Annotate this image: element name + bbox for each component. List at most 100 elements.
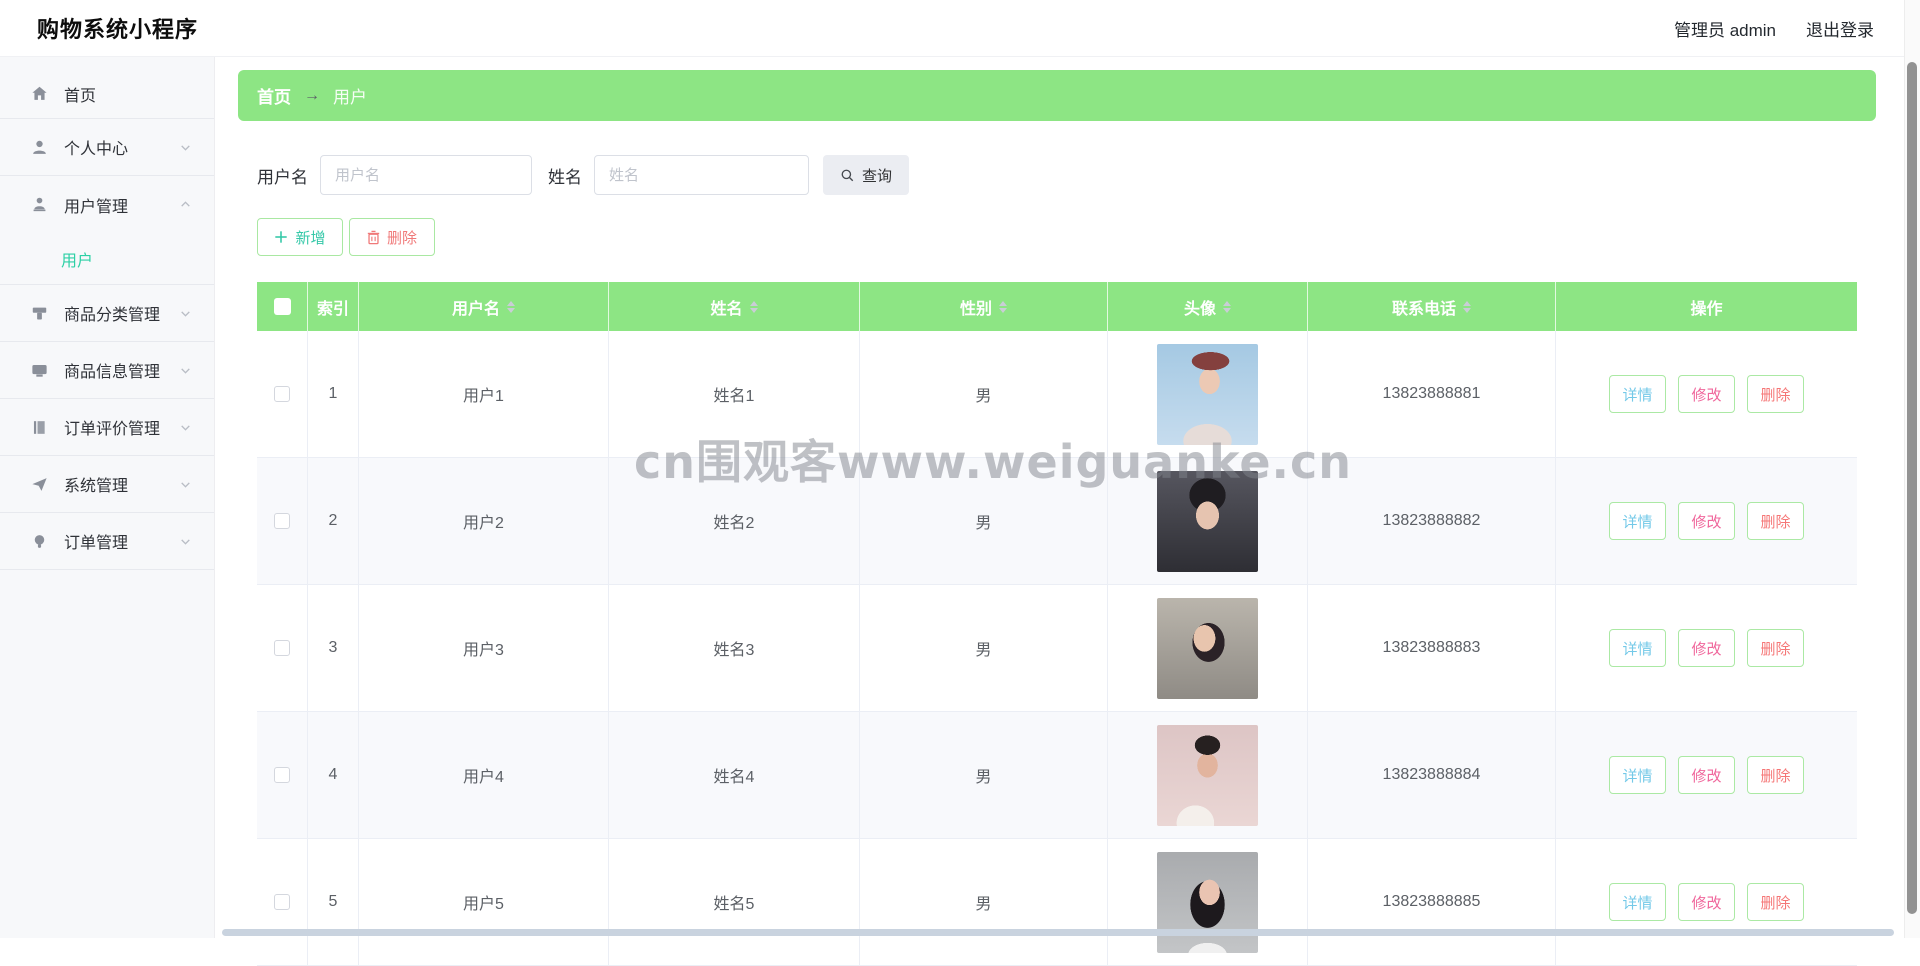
chevron-down-icon	[179, 421, 192, 434]
sidebar-item-order-management[interactable]: 订单管理	[0, 513, 214, 570]
user-icon	[30, 138, 49, 157]
breadcrumb-home[interactable]: 首页	[257, 83, 291, 108]
row-checkbox[interactable]	[274, 894, 290, 910]
name-input[interactable]	[594, 155, 809, 195]
row-checkbox[interactable]	[274, 640, 290, 656]
search-form: 用户名 姓名 查询	[257, 155, 1920, 195]
sidebar-item-order-review-management[interactable]: 订单评价管理	[0, 399, 214, 456]
header-name[interactable]: 姓名	[609, 282, 860, 331]
logout-link[interactable]: 退出登录	[1806, 16, 1874, 41]
detail-button[interactable]: 详情	[1609, 883, 1666, 921]
sort-icon	[1223, 301, 1231, 313]
sidebar-item-personal-center[interactable]: 个人中心	[0, 119, 214, 176]
avatar[interactable]	[1157, 471, 1258, 572]
row-delete-button[interactable]: 删除	[1747, 883, 1804, 921]
table-row: 3 用户3 姓名3 男 13823888883 详情 修改 删除	[257, 585, 1857, 712]
cell-name: 姓名1	[609, 331, 860, 457]
table-header-row: 索引 用户名 姓名 性别 头像 联系电话 操作	[257, 282, 1857, 331]
sidebar-item-label: 订单评价管理	[64, 415, 179, 439]
delete-button[interactable]: 删除	[349, 218, 435, 256]
sidebar-item-home[interactable]: 首页	[0, 69, 214, 119]
chevron-down-icon	[179, 307, 192, 320]
row-delete-button[interactable]: 删除	[1747, 375, 1804, 413]
edit-button[interactable]: 修改	[1678, 375, 1735, 413]
sort-icon	[750, 301, 758, 313]
detail-button[interactable]: 详情	[1609, 756, 1666, 794]
chevron-down-icon	[179, 535, 192, 548]
edit-button[interactable]: 修改	[1678, 502, 1735, 540]
sidebar-item-label: 系统管理	[64, 472, 179, 496]
edit-button[interactable]: 修改	[1678, 883, 1735, 921]
sidebar-item-system-management[interactable]: 系统管理	[0, 456, 214, 513]
name-label: 姓名	[548, 163, 582, 188]
app-title: 购物系统小程序	[37, 12, 198, 44]
product-info-icon	[30, 361, 49, 380]
sidebar-item-label: 用户管理	[64, 193, 179, 217]
cell-username: 用户2	[359, 458, 609, 584]
query-button[interactable]: 查询	[823, 155, 909, 195]
horizontal-scrollbar-thumb[interactable]	[222, 929, 1894, 936]
search-icon	[840, 168, 855, 183]
row-checkbox[interactable]	[274, 513, 290, 529]
header-index: 索引	[308, 282, 359, 331]
detail-button[interactable]: 详情	[1609, 502, 1666, 540]
add-button[interactable]: 新增	[257, 218, 343, 256]
cell-gender: 男	[860, 712, 1108, 838]
cell-username: 用户5	[359, 839, 609, 965]
edit-button[interactable]: 修改	[1678, 629, 1735, 667]
plus-icon	[274, 230, 288, 244]
sidebar-item-category-management[interactable]: 商品分类管理	[0, 285, 214, 342]
category-icon	[30, 304, 49, 323]
cell-username: 用户4	[359, 712, 609, 838]
header-avatar[interactable]: 头像	[1108, 282, 1308, 331]
row-delete-button[interactable]: 删除	[1747, 629, 1804, 667]
cell-index: 4	[308, 712, 359, 838]
cell-phone: 13823888884	[1308, 712, 1556, 838]
edit-button[interactable]: 修改	[1678, 756, 1735, 794]
admin-user-label: 管理员 admin	[1674, 16, 1776, 41]
sidebar-item-label: 商品分类管理	[64, 301, 179, 325]
detail-button[interactable]: 详情	[1609, 375, 1666, 413]
chevron-up-icon	[179, 198, 192, 211]
top-header: 购物系统小程序 管理员 admin 退出登录	[0, 0, 1920, 57]
row-delete-button[interactable]: 删除	[1747, 756, 1804, 794]
sidebar: 首页 个人中心 用户管理 用户 商品分类管理 商品信息管理	[0, 57, 215, 938]
cell-phone: 13823888885	[1308, 839, 1556, 965]
user-manage-icon	[30, 195, 49, 214]
chevron-down-icon	[179, 478, 192, 491]
header-phone[interactable]: 联系电话	[1308, 282, 1556, 331]
row-checkbox[interactable]	[274, 767, 290, 783]
sidebar-item-user-management[interactable]: 用户管理	[0, 176, 214, 233]
order-icon	[30, 532, 49, 551]
trash-icon	[367, 230, 380, 245]
sidebar-item-label: 首页	[64, 82, 192, 106]
header-gender[interactable]: 性别	[860, 282, 1108, 331]
cell-index: 5	[308, 839, 359, 965]
header-checkbox-cell	[257, 282, 308, 331]
cell-username: 用户3	[359, 585, 609, 711]
username-input[interactable]	[320, 155, 532, 195]
avatar[interactable]	[1157, 725, 1258, 826]
header-username[interactable]: 用户名	[359, 282, 609, 331]
cell-name: 姓名4	[609, 712, 860, 838]
avatar[interactable]	[1157, 598, 1258, 699]
select-all-checkbox[interactable]	[274, 298, 291, 315]
system-icon	[30, 475, 49, 494]
cell-index: 3	[308, 585, 359, 711]
avatar[interactable]	[1157, 852, 1258, 953]
cell-gender: 男	[860, 839, 1108, 965]
detail-button[interactable]: 详情	[1609, 629, 1666, 667]
cell-name: 姓名3	[609, 585, 860, 711]
chevron-down-icon	[179, 141, 192, 154]
breadcrumb: 首页 → 用户	[238, 70, 1876, 121]
row-checkbox[interactable]	[274, 386, 290, 402]
vertical-scrollbar-thumb[interactable]	[1907, 62, 1917, 914]
row-delete-button[interactable]: 删除	[1747, 502, 1804, 540]
avatar[interactable]	[1157, 344, 1258, 445]
sidebar-subitem-user[interactable]: 用户	[0, 233, 214, 285]
toolbar: 新增 删除	[257, 218, 1920, 256]
users-table: 索引 用户名 姓名 性别 头像 联系电话 操作 1 用户1 姓名1 男 1382…	[257, 282, 1857, 966]
vertical-scrollbar-track	[1904, 0, 1920, 938]
sidebar-item-product-info-management[interactable]: 商品信息管理	[0, 342, 214, 399]
table-row: 1 用户1 姓名1 男 13823888881 详情 修改 删除	[257, 331, 1857, 458]
